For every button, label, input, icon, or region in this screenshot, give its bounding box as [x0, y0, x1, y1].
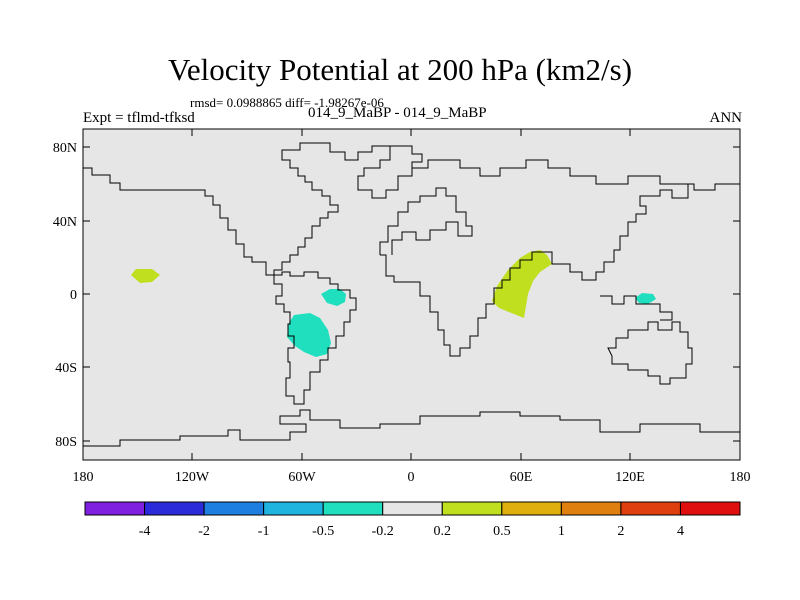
colorbar-label: -1 — [258, 524, 270, 539]
colorbar-swatch — [620, 501, 681, 516]
lat-label: 80S — [55, 435, 77, 450]
lon-label: 60W — [288, 470, 316, 485]
coast-antarctica — [83, 409, 740, 447]
coast-australia — [607, 321, 693, 385]
colorbar-swatch — [144, 501, 205, 516]
colorbar-swatch — [679, 501, 741, 516]
coast-europe — [379, 187, 473, 255]
colorbar-swatch — [203, 501, 265, 516]
cases-label: 014_9_MaBP - 014_9_MaBP — [308, 105, 487, 121]
colorbar-swatch — [560, 501, 622, 516]
lon-label: 120W — [175, 470, 210, 485]
lat-label: 80N — [53, 141, 77, 156]
coast-north-america — [83, 142, 740, 276]
negative-patch-brazil — [321, 289, 346, 306]
coast-greenland — [389, 145, 423, 168]
colorbar-label: 0.5 — [493, 524, 511, 539]
colorbar-swatch — [382, 501, 443, 516]
lon-label: 120E — [615, 470, 645, 485]
coast-maritime-continent — [600, 295, 673, 321]
anomaly-patches — [131, 250, 656, 357]
lat-label: 40N — [53, 215, 77, 230]
colorbar-swatch — [84, 501, 146, 516]
colorbar-label: -2 — [198, 524, 210, 539]
axis-ticks — [82, 129, 741, 460]
lon-labels: 180 120W 60W 0 60E 120E 180 — [73, 470, 751, 485]
colorbar-label: 4 — [677, 524, 684, 539]
positive-patch-east-africa — [492, 250, 552, 318]
colorbar-label: 0.2 — [434, 524, 452, 539]
plot-title: Velocity Potential at 200 hPa (km2/s) — [167, 52, 633, 87]
colorbar-label: -0.2 — [372, 524, 394, 539]
lon-label: 0 — [408, 470, 415, 485]
colorbar: -4 -2 -1 -0.5 -0.2 0.2 0.5 1 2 4 — [84, 501, 741, 539]
colorbar-swatch — [322, 501, 384, 516]
colorbar-swatch — [501, 501, 562, 516]
negative-patch-south-america — [287, 313, 331, 357]
coast-africa-eurasia — [380, 184, 689, 357]
stats-text: rmsd= 0.0988865 diff= -1.98267e-06 — [190, 95, 384, 110]
colorbar-label: 1 — [558, 524, 565, 539]
coastlines — [83, 142, 740, 447]
positive-patch-central-pacific — [131, 269, 160, 283]
colorbar-swatch — [441, 501, 503, 516]
lon-label: 180 — [73, 470, 94, 485]
negative-patch-west-pacific — [635, 293, 656, 304]
experiment-label: Expt = tflmd-tfksd — [83, 110, 195, 126]
colorbar-label: -0.5 — [312, 524, 334, 539]
lat-label: 0 — [70, 288, 77, 303]
colorbar-label: -4 — [139, 524, 151, 539]
map-background — [82, 128, 741, 461]
lat-labels: 80N 40N 0 40S 80S — [53, 141, 77, 450]
lon-label: 60E — [510, 470, 533, 485]
season-label: ANN — [709, 110, 743, 126]
colorbar-swatch — [263, 501, 324, 516]
colorbar-label: 2 — [617, 524, 624, 539]
lon-label: 180 — [730, 470, 751, 485]
lat-label: 40S — [55, 361, 77, 376]
coast-south-america — [273, 271, 357, 405]
